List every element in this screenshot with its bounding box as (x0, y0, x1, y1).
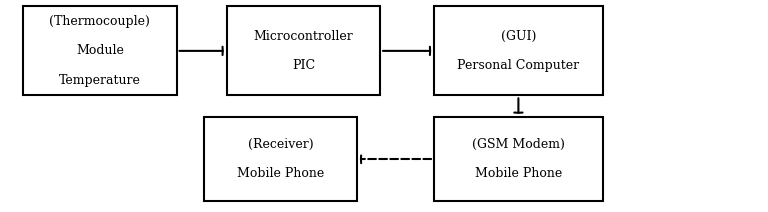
Text: (GUI): (GUI) (501, 29, 536, 43)
FancyBboxPatch shape (23, 6, 177, 95)
Text: Microcontroller: Microcontroller (253, 29, 353, 43)
Text: Mobile Phone: Mobile Phone (475, 167, 562, 180)
Text: Mobile Phone: Mobile Phone (237, 167, 324, 180)
Text: Personal Computer: Personal Computer (457, 59, 580, 72)
Text: (Receiver): (Receiver) (247, 138, 313, 151)
Text: (GSM Modem): (GSM Modem) (472, 138, 564, 151)
Text: PIC: PIC (292, 59, 315, 72)
FancyBboxPatch shape (227, 6, 380, 95)
FancyBboxPatch shape (204, 117, 357, 201)
FancyBboxPatch shape (434, 6, 603, 95)
Text: Module: Module (76, 44, 124, 57)
FancyBboxPatch shape (434, 117, 603, 201)
Text: (Thermocouple): (Thermocouple) (49, 15, 151, 28)
Text: Temperature: Temperature (59, 74, 141, 87)
